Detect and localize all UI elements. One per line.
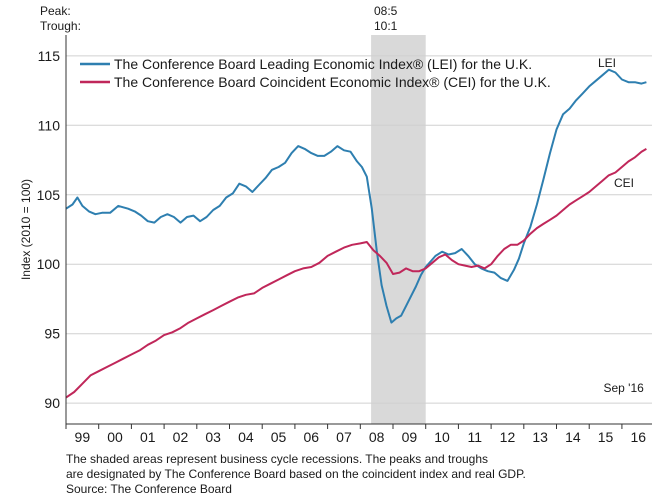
x-tick-label: 16 [630, 429, 646, 445]
source-note: Source: The Conference Board [66, 482, 232, 496]
gridlines [66, 55, 652, 404]
y-axis-label: Index (2010 = 100) [19, 179, 33, 280]
recession-bands [371, 35, 426, 424]
x-tick-label: 01 [140, 429, 156, 445]
x-tick-label: 15 [598, 429, 614, 445]
y-tick-label: 115 [38, 48, 61, 64]
peak-date: 08:5 [374, 4, 398, 18]
y-tick-label: 90 [44, 395, 60, 411]
trough-date: 10:1 [374, 19, 398, 33]
x-tick-label: 00 [107, 429, 123, 445]
legend-label-cei: The Conference Board Coincident Economic… [114, 74, 551, 90]
trough-label: Trough: [40, 19, 81, 33]
y-tick-label: 95 [44, 326, 60, 342]
chart-labels: 90 95 100 105 110 115 99 00 01 02 03 04 05 06 07 08 09 10… [19, 48, 646, 445]
chart-footnote: The shaded areas represent business cycl… [66, 452, 526, 497]
x-tick-label: 14 [565, 429, 581, 445]
x-tick-label: 10 [434, 429, 450, 445]
x-tick-label: 05 [271, 429, 287, 445]
y-tick-label: 100 [37, 256, 61, 272]
x-tick-label: 06 [303, 429, 319, 445]
x-tick-label: 03 [205, 429, 221, 445]
x-tick-label: 11 [467, 429, 482, 445]
footnote-line-2: are designated by The Conference Board b… [66, 467, 526, 481]
x-tick-label: 04 [238, 429, 254, 445]
cei-end-label: CEI [614, 176, 634, 190]
x-tick-label: 09 [402, 429, 418, 445]
series-lines [65, 68, 647, 399]
x-tick-label: 08 [369, 429, 385, 445]
x-tick-label: 13 [532, 429, 548, 445]
x-tick-label: 07 [336, 429, 352, 445]
legend-label-lei: The Conference Board Leading Economic In… [114, 56, 532, 72]
y-tick-label: 110 [38, 117, 61, 133]
cei-line [65, 148, 647, 399]
axes [65, 35, 652, 429]
y-tick-label: 105 [37, 187, 61, 203]
peak-label: Peak: [40, 4, 71, 18]
x-tick-label: 12 [500, 429, 516, 445]
recession-band [371, 35, 426, 424]
lei-end-label: LEI [598, 56, 616, 70]
x-tick-label: 99 [75, 429, 91, 445]
lei-line [65, 68, 647, 324]
footnote-line-1: The shaded areas represent business cycl… [66, 452, 489, 466]
date-annotation: Sep '16 [603, 381, 644, 395]
x-tick-label: 02 [173, 429, 189, 445]
